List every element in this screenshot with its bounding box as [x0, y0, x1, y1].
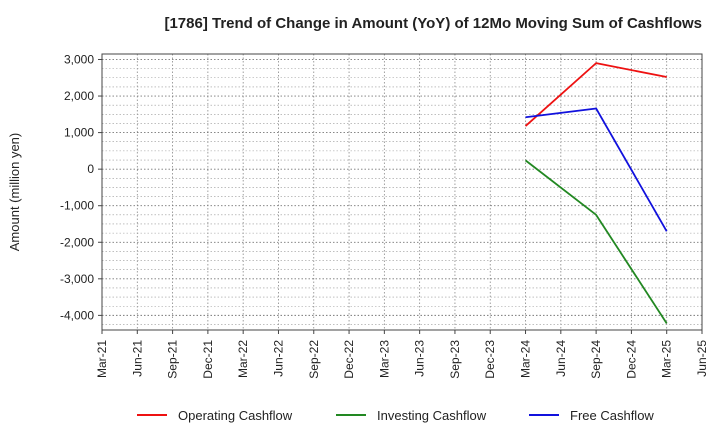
- x-tick-label: Sep-22: [307, 340, 321, 379]
- plot-frame: [101, 53, 703, 331]
- plot-area: [102, 54, 702, 330]
- x-tick-label: Dec-24: [624, 340, 638, 379]
- x-tick-label: Mar-22: [236, 340, 250, 378]
- y-tick-label: -4,000: [60, 308, 94, 322]
- x-tick-label: Sep-23: [448, 340, 462, 379]
- legend-label-free-cashflow: Free Cashflow: [570, 408, 654, 423]
- series-line-free-cashflow: [525, 107, 668, 232]
- y-tick-label: -1,000: [60, 199, 94, 213]
- x-tick-label: Mar-24: [519, 340, 533, 378]
- x-tick-label: Jun-25: [695, 340, 709, 377]
- x-tick-label: Sep-24: [589, 340, 603, 379]
- x-tick-label: Mar-25: [660, 340, 674, 378]
- x-tick-label: Jun-24: [554, 340, 568, 377]
- y-tick-label: -2,000: [60, 235, 94, 249]
- x-tick-label: Dec-21: [201, 340, 215, 379]
- x-tick-label: Jun-21: [130, 340, 144, 377]
- y-axis-title: Amount (million yen): [7, 133, 22, 252]
- x-tick-label: Dec-23: [483, 340, 497, 379]
- legend-label-operating-cashflow: Operating Cashflow: [178, 408, 293, 423]
- y-tick-label: 0: [87, 162, 94, 176]
- x-tick-label: Jun-22: [271, 340, 285, 377]
- series-line-operating-cashflow: [524, 62, 667, 127]
- y-tick-label: 3,000: [64, 52, 94, 66]
- y-tick-label: 1,000: [64, 126, 94, 140]
- x-tick-label: Sep-21: [166, 340, 180, 379]
- x-tick-label: Mar-23: [377, 340, 391, 378]
- series-line-investing-cashflow: [524, 159, 668, 324]
- chart-title: [1786] Trend of Change in Amount (YoY) o…: [164, 15, 702, 32]
- y-tick-label: -3,000: [60, 272, 94, 286]
- x-tick-label: Dec-22: [342, 340, 356, 379]
- legend-label-investing-cashflow: Investing Cashflow: [377, 408, 487, 423]
- x-tick-label: Mar-21: [95, 340, 109, 378]
- y-tick-label: 2,000: [64, 89, 94, 103]
- x-tick-label: Jun-23: [413, 340, 427, 377]
